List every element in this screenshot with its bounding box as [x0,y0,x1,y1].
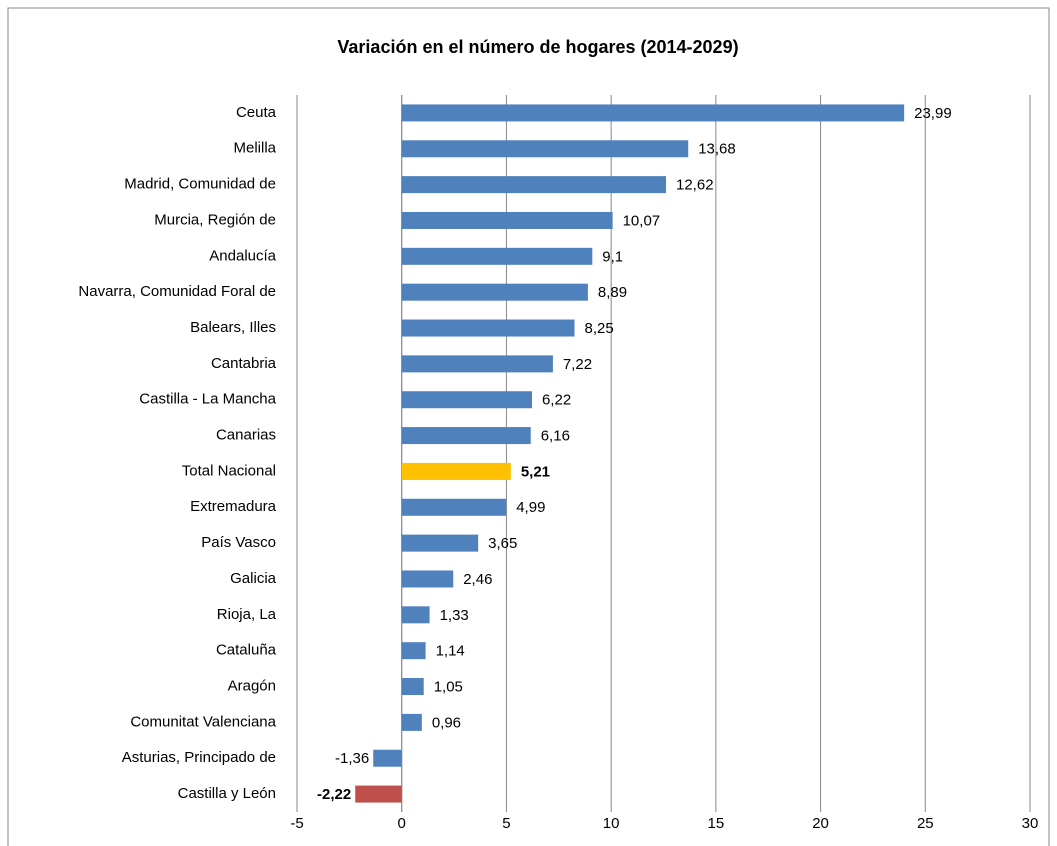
bar [401,678,424,696]
value-label: 13,68 [698,141,736,158]
value-label: -1,36 [335,750,369,767]
value-label: 12,62 [676,177,714,194]
bar [401,462,511,480]
bar [401,534,479,552]
y-tick-label: Asturias, Principado de [122,749,276,766]
value-label: 8,25 [584,320,613,337]
y-tick-label: Navarra, Comunidad Foral de [78,283,276,300]
value-label: 9,1 [602,248,623,265]
value-label: 10,07 [623,212,661,229]
value-label: 3,65 [488,535,517,552]
bar [401,247,593,265]
bar [401,283,588,301]
value-label: 23,99 [914,105,952,122]
value-label: 2,46 [463,571,492,588]
bar [373,749,402,767]
y-tick-label: Castilla - La Mancha [139,391,276,408]
bar [401,355,553,373]
y-tick-label: Andalucía [209,247,276,264]
y-tick-label: Cantabria [211,355,277,372]
bar [401,211,613,229]
y-tick-label: Murcia, Región de [154,211,276,228]
value-label: 1,33 [440,607,469,624]
value-label: 6,16 [541,428,570,445]
bar [401,713,422,731]
value-label: 0,96 [432,714,461,731]
y-tick-label: Balears, Illes [190,319,276,336]
y-tick-label: Canarias [216,427,276,444]
value-label: 1,05 [434,678,463,695]
value-label: 5,21 [521,463,550,480]
y-tick-label: Castilla y León [178,785,276,802]
bar [401,427,531,445]
value-label: 4,99 [516,499,545,516]
value-label: 1,14 [436,643,465,660]
y-tick-label: Madrid, Comunidad de [124,176,276,193]
x-tick-label: 0 [398,815,406,832]
y-tick-label: Rioja, La [217,606,277,623]
x-tick-label: 10 [603,815,620,832]
x-tick-label: 20 [812,815,829,832]
x-tick-label: 30 [1022,815,1039,832]
y-tick-label: Melilla [233,140,276,157]
bar [401,319,575,337]
value-label: 6,22 [542,392,571,409]
bar [401,391,532,409]
value-label: 8,89 [598,284,627,301]
y-tick-label: Galicia [230,570,277,587]
y-tick-label: País Vasco [201,534,276,551]
x-tick-label: 25 [917,815,934,832]
bar [355,785,402,803]
bar [401,642,426,660]
value-label: -2,22 [317,786,351,803]
bar [401,498,507,516]
y-tick-label: Ceuta [236,104,277,121]
y-tick-label: Aragón [228,677,276,694]
x-tick-label: -5 [290,815,303,832]
bar [401,104,905,122]
x-tick-label: 5 [502,815,510,832]
bar [401,140,689,158]
bar [401,606,430,624]
x-tick-label: 15 [708,815,725,832]
value-label: 7,22 [563,356,592,373]
bar [401,176,667,194]
y-tick-label: Cataluña [216,642,277,659]
y-tick-label: Extremadura [190,498,277,515]
y-tick-label: Comunitat Valenciana [130,713,276,730]
bar [401,570,454,588]
y-tick-label: Total Nacional [182,462,276,479]
chart-title: Variación en el número de hogares (2014-… [337,37,738,57]
